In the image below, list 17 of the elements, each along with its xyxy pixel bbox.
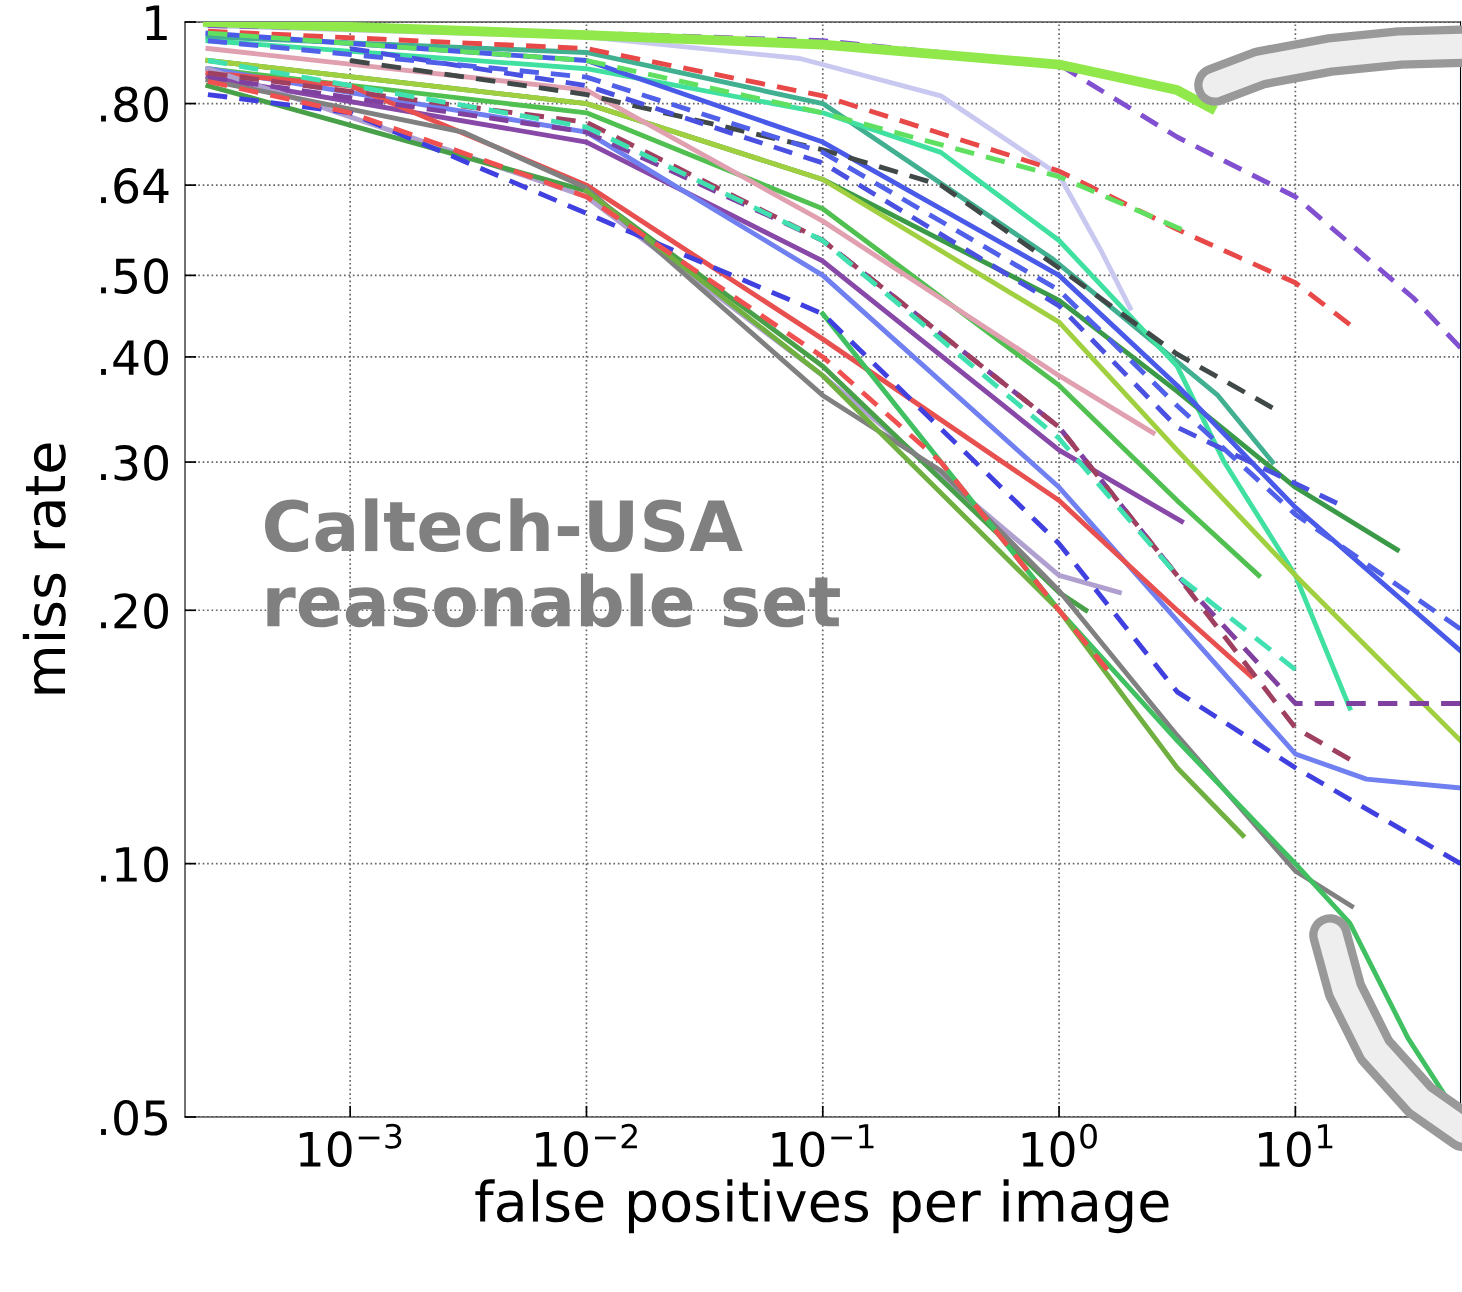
annotation: Caltech-USA reasonable set (264, 498, 840, 628)
x-tick-label: 10$^{−1}$ (772, 1124, 874, 1168)
x-tick-label: 10$^{0}$ (1022, 1123, 1097, 1168)
x-axis-title: false positives per image (475, 1179, 1169, 1234)
y-tick-label: 1 (146, 5, 167, 40)
x-tick-label: 10$^{−2}$ (536, 1123, 637, 1168)
x-tick-label: 10$^{−3}$ (299, 1123, 402, 1168)
y-tick-label: .40 (101, 339, 168, 376)
y-tick-label: .20 (101, 593, 168, 629)
y-tick-label: .80 (101, 86, 168, 123)
y-tick-label: .50 (101, 258, 168, 294)
y-tick-label: .10 (101, 846, 168, 883)
x-tick-label: 10$^{1}$ (1259, 1124, 1333, 1168)
y-tick-label: .64 (101, 168, 169, 204)
y-tick-label: .05 (101, 1099, 167, 1136)
y-axis-title: miss rate (22, 443, 66, 694)
y-tick-label: .30 (101, 444, 168, 481)
